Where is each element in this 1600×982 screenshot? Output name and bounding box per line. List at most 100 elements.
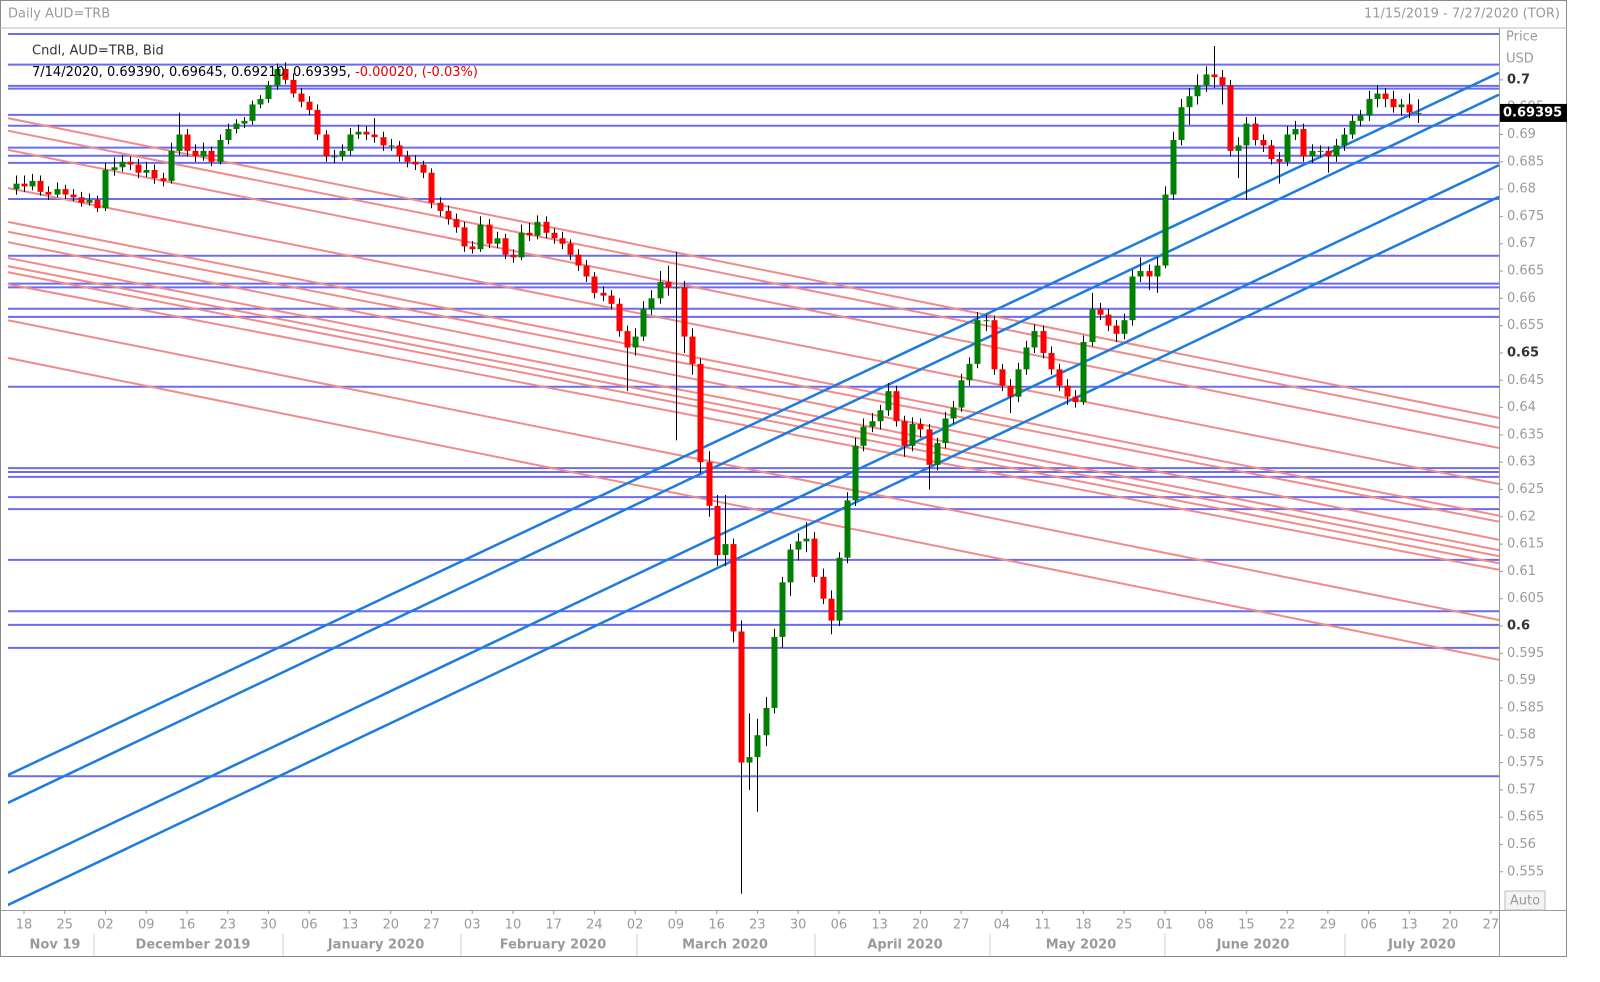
y-tick-label: 0.62 [1507, 509, 1536, 524]
x-tick-label: 27 [1483, 918, 1500, 933]
x-tick-label: 15 [1238, 918, 1255, 933]
x-tick-label: 11 [1034, 918, 1051, 933]
candle-body [787, 549, 794, 583]
auto-button-label[interactable]: Auto [1510, 894, 1540, 909]
candle-body [225, 129, 232, 140]
x-tick-label: 16 [708, 918, 725, 933]
candle-body [583, 265, 590, 277]
y-tick-label: 0.555 [1507, 864, 1544, 879]
trend-line [8, 195, 1499, 907]
x-tick-label: 01 [1157, 918, 1174, 933]
plot-area [8, 33, 1499, 907]
legend-open: 0.69390 [107, 65, 161, 80]
y-tick-label: 0.67 [1507, 236, 1536, 251]
candle-body [1040, 331, 1047, 353]
y-tick-label: 0.59 [1507, 673, 1536, 688]
trend-line [8, 241, 1499, 541]
candle-body [151, 169, 158, 179]
y-tick-label: 0.605 [1507, 591, 1544, 606]
x-tick-label: 13 [1401, 918, 1418, 933]
candle-body [852, 445, 859, 501]
candle-body [135, 164, 142, 173]
candle-body [102, 169, 109, 209]
month-label: July 2020 [1387, 938, 1456, 953]
candle-body [1031, 331, 1038, 348]
candle-body [518, 232, 525, 258]
candle-body [1325, 150, 1332, 157]
candle-body [958, 380, 965, 408]
y-tick-label: 0.7 [1507, 72, 1530, 87]
candle-body [1146, 271, 1153, 277]
x-tick-label: 06 [1360, 918, 1377, 933]
candle-body [681, 287, 688, 337]
x-tick-label: 03 [464, 918, 481, 933]
candle-body [502, 238, 509, 255]
y-tick-label: 0.68 [1507, 182, 1536, 197]
candle-body [192, 150, 199, 157]
candle-body [1080, 342, 1087, 403]
candle-body [697, 363, 704, 463]
candle-body [559, 238, 566, 244]
candle-body [616, 303, 623, 332]
candle-body [420, 164, 427, 173]
candle-body [257, 98, 264, 105]
legend-low: 0.69210 [231, 65, 285, 80]
candle-body [1390, 98, 1397, 108]
candle-body [363, 131, 370, 135]
candle-body [21, 183, 28, 187]
candle-body [1097, 309, 1104, 315]
month-label: May 2020 [1046, 938, 1117, 953]
candle-body [991, 320, 998, 370]
candle-body [37, 180, 44, 192]
y-tick-label: 0.615 [1507, 537, 1544, 552]
candle-body [917, 423, 924, 430]
axes: 0.555 0.56 0.565 0.57 0.575 0.58 0.585 0.59 0.59… [16, 72, 1567, 956]
candle-body [1121, 320, 1128, 334]
candle-body [1374, 93, 1381, 99]
candle-body [1398, 104, 1405, 108]
candle-body [1309, 150, 1316, 157]
candle-body [624, 331, 631, 348]
candle-body [1260, 139, 1267, 146]
candle-body [396, 145, 403, 157]
candle-body [648, 298, 655, 310]
candle-body [600, 292, 607, 296]
auto-button[interactable] [1504, 890, 1546, 911]
candle-body [608, 295, 615, 304]
candle-body [1349, 120, 1356, 135]
x-tick-label: 13 [342, 918, 359, 933]
month-label: December 2019 [136, 938, 251, 953]
candle-body [706, 462, 713, 506]
legend-change: -0.00020 [355, 65, 413, 80]
candle-body [754, 735, 761, 758]
y-tick-label: 0.65 [1507, 345, 1539, 360]
candle-body [942, 418, 949, 444]
candle-body [323, 134, 330, 157]
candle-body [1137, 271, 1144, 277]
candle-body [1113, 325, 1120, 334]
candle-body [371, 134, 378, 138]
candle-body [803, 538, 810, 542]
candle-body [331, 156, 338, 158]
candle-body [575, 254, 582, 266]
candle-body [445, 210, 452, 220]
candle-body [551, 232, 558, 239]
y-tick-label: 0.655 [1507, 318, 1544, 333]
candle-body [486, 224, 493, 244]
x-tick-label: 13 [871, 918, 888, 933]
candle-body [828, 598, 835, 621]
candle-body [657, 281, 664, 299]
candle-body [428, 172, 435, 203]
x-tick-label: 25 [1116, 918, 1133, 933]
x-tick-label: 09 [668, 918, 685, 933]
x-tick-label: 20 [382, 918, 399, 933]
x-tick-label: 23 [219, 918, 236, 933]
trend-line [8, 271, 1499, 565]
y-tick-label: 0.585 [1507, 700, 1544, 715]
candle-body [282, 68, 289, 80]
candle-body [127, 161, 134, 165]
month-label: June 2020 [1216, 938, 1290, 953]
y-tick-label: 0.565 [1507, 810, 1544, 825]
candle-body [860, 426, 867, 446]
